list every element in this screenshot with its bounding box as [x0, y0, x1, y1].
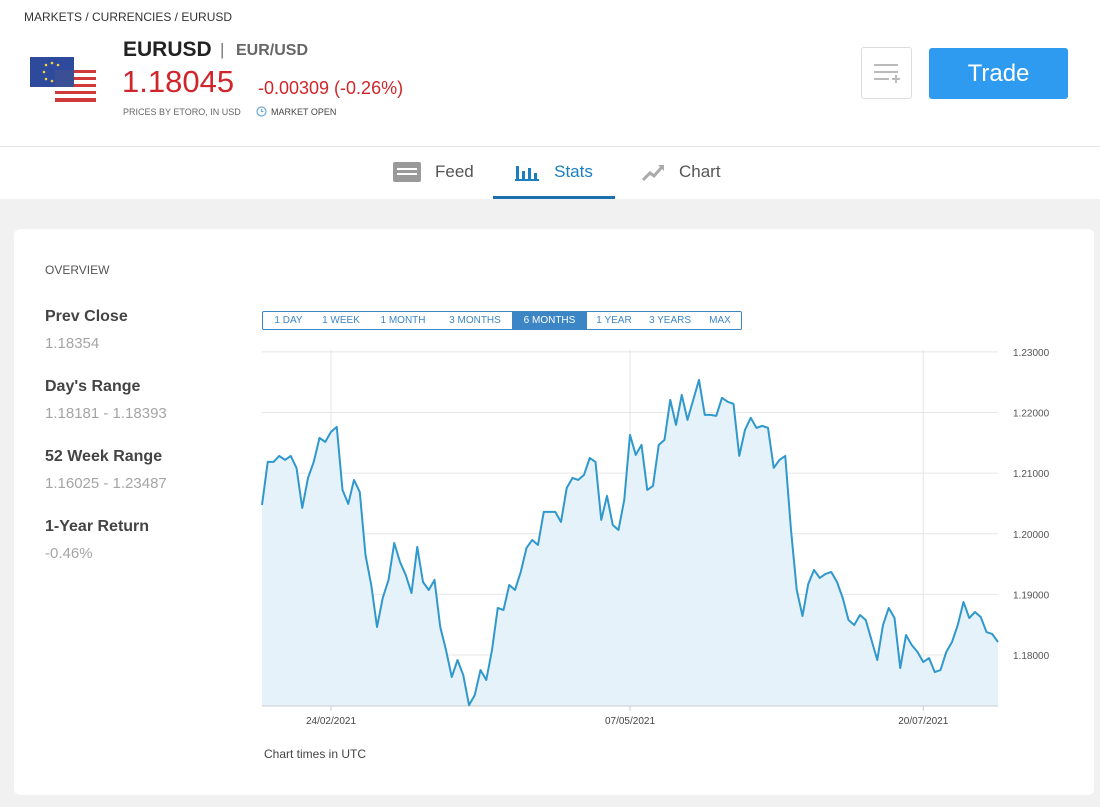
range-button[interactable]: MAX: [709, 315, 731, 326]
range-selector: 1 DAY 1 WEEK 1 MONTH 3 MONTHS 6 MONTHS 1 YEAR…: [262, 311, 742, 330]
flag-icon: [30, 57, 96, 102]
chart-icon: [642, 165, 664, 182]
watchlist-button[interactable]: [861, 47, 912, 99]
stats-icon: [515, 166, 540, 181]
stat-value: 1.18354: [45, 335, 100, 352]
chart-footnote: Chart times in UTC: [264, 747, 366, 761]
stat-value: -0.46%: [45, 545, 93, 562]
range-button[interactable]: 1 DAY: [274, 315, 303, 326]
tab[interactable]: Chart: [642, 146, 721, 198]
range-button[interactable]: 6 MONTHS: [512, 312, 587, 329]
section-title: OVERVIEW: [45, 263, 110, 277]
stat-label: 52 Week Range: [45, 448, 163, 465]
y-tick-label: 1.22000: [1013, 408, 1050, 419]
x-tick-label: 24/02/2021: [306, 716, 356, 727]
y-tick-label: 1.23000: [1013, 348, 1050, 359]
trade-button[interactable]: Trade: [929, 48, 1068, 99]
price-source: PRICES BY ETORO, IN USD: [123, 107, 241, 117]
active-tab-indicator: [493, 196, 615, 199]
range-button[interactable]: 3 YEARS: [648, 315, 692, 326]
instrument-name: EUR/USD: [236, 42, 309, 59]
market-status: MARKET OPEN: [271, 107, 337, 117]
tab-label: Chart: [679, 162, 721, 181]
clock-icon: [256, 106, 267, 117]
price-line: [261, 378, 999, 707]
symbol: EURUSD: [123, 38, 212, 61]
tab-label: Stats: [554, 162, 593, 181]
watchlist-icon: [874, 64, 900, 83]
stat-label: Prev Close: [45, 308, 128, 325]
range-button[interactable]: 1 YEAR: [596, 315, 632, 326]
stat-label: Day's Range: [45, 378, 141, 395]
tab[interactable]: Stats: [493, 146, 615, 198]
tab[interactable]: Feed: [392, 146, 474, 198]
y-tick-label: 1.19000: [1013, 590, 1050, 601]
y-tick-label: 1.20000: [1013, 530, 1050, 541]
x-tick-label: 07/05/2021: [605, 716, 655, 727]
x-tick-label: 20/07/2021: [898, 716, 948, 727]
stat-label: 1-Year Return: [45, 518, 150, 535]
range-button[interactable]: 3 MONTHS: [449, 315, 501, 326]
range-button[interactable]: 1 MONTH: [380, 315, 426, 326]
y-tick-label: 1.18000: [1013, 651, 1050, 662]
price-change: -0.00309 (-0.26%): [258, 78, 404, 98]
tab-label: Feed: [435, 162, 474, 181]
area: [262, 379, 998, 706]
price: 1.18045: [122, 64, 235, 99]
stat-value: 1.18181 - 1.18393: [45, 405, 167, 422]
y-tick-label: 1.21000: [1013, 469, 1050, 480]
breadcrumb: MARKETS / CURRENCIES / EURUSD: [24, 10, 233, 24]
stat-value: 1.16025 - 1.23487: [45, 475, 167, 492]
divider: [0, 146, 1100, 147]
feed-icon: [393, 162, 421, 182]
range-button[interactable]: 1 WEEK: [322, 315, 360, 326]
separator: |: [220, 40, 225, 59]
